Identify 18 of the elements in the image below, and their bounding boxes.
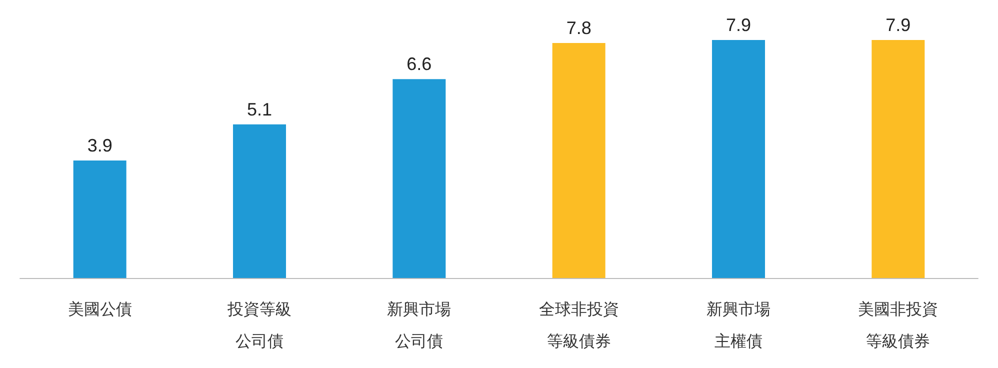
bar (392, 79, 446, 278)
data-label: 7.9 (726, 15, 752, 35)
x-tick-label: 新興市場公司債 (387, 300, 452, 350)
x-tick-label: 美國非投資等級債券 (858, 300, 938, 350)
bar (872, 40, 925, 278)
data-label: 6.6 (406, 54, 432, 74)
x-tick-label: 新興市場主權債 (706, 300, 770, 350)
x-tick-label: 美國公債 (68, 300, 132, 318)
data-label: 5.1 (246, 99, 272, 120)
x-tick-label: 全球非投資等級債券 (538, 300, 619, 350)
bar (712, 40, 765, 278)
x-tick-label: 投資等級公司債 (226, 300, 292, 350)
bar (552, 43, 606, 278)
bar (233, 124, 286, 278)
bar (73, 160, 126, 278)
data-label: 3.9 (87, 136, 112, 156)
data-label: 7.8 (566, 18, 592, 38)
data-label: 7.9 (886, 15, 911, 35)
